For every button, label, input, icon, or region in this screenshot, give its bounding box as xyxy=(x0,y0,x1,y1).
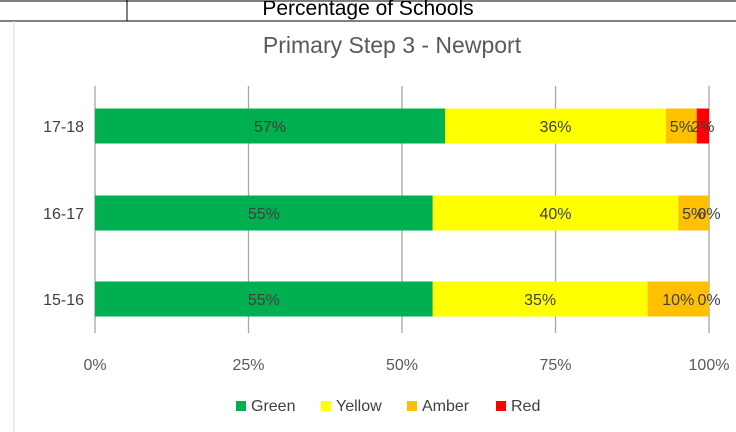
data-label-green: 55% xyxy=(248,206,280,223)
category-label: 17-18 xyxy=(43,119,84,136)
bar-segment-yellow xyxy=(444,108,667,144)
data-labels: 57% 36% 5%2%55% 40% 5%0%55% 35% 10% 0% xyxy=(248,119,721,309)
legend-swatch-yellow xyxy=(321,401,331,411)
data-label-green: 57% xyxy=(254,119,286,136)
data-label-amber: 5% xyxy=(682,206,705,223)
legend-label-red: Red xyxy=(511,398,540,415)
category-labels: 17-18 16-17 15-16 xyxy=(43,119,84,309)
x-tick-label: 100% xyxy=(689,357,730,374)
legend-label-amber: Amber xyxy=(422,398,470,415)
bar-segment-red xyxy=(696,108,709,144)
x-tick-label: 0% xyxy=(83,357,106,374)
bar-segment-green xyxy=(95,281,433,317)
data-label-yellow: 36% xyxy=(539,119,571,136)
data-label-red: 0% xyxy=(697,206,720,223)
legend-label-yellow: Yellow xyxy=(336,398,382,415)
data-label-green: 55% xyxy=(248,292,280,309)
legend-swatch-green xyxy=(236,401,246,411)
x-tick-label: 25% xyxy=(232,357,264,374)
bars xyxy=(95,108,709,317)
bar-segment-amber xyxy=(647,281,709,317)
bar-segment-amber xyxy=(678,195,709,231)
bar-segment-green xyxy=(95,195,433,231)
bar-segment-yellow xyxy=(432,195,679,231)
legend: Green Yellow Amber Red xyxy=(236,398,540,415)
data-label-red: 2% xyxy=(691,119,714,136)
legend-swatch-amber xyxy=(407,401,417,411)
data-label-amber: 10% xyxy=(662,292,694,309)
bar-segment-yellow xyxy=(432,281,648,317)
category-label: 15-16 xyxy=(43,292,84,309)
data-label-yellow: 35% xyxy=(524,292,556,309)
x-tick-label: 75% xyxy=(539,357,571,374)
category-label: 16-17 xyxy=(43,206,84,223)
chart-title: Primary Step 3 - Newport xyxy=(263,32,522,58)
table-title: Percentage of Schools xyxy=(262,0,474,20)
data-label-yellow: 40% xyxy=(539,206,571,223)
legend-label-green: Green xyxy=(251,398,295,415)
data-label-amber: 5% xyxy=(670,119,693,136)
legend-swatch-red xyxy=(496,401,506,411)
x-tick-labels: 0% 25% 50% 75% 100% xyxy=(83,357,729,374)
data-label-red: 0% xyxy=(697,292,720,309)
bar-segment-green xyxy=(95,108,445,144)
bar-segment-amber xyxy=(666,108,697,144)
x-tick-label: 50% xyxy=(386,357,418,374)
